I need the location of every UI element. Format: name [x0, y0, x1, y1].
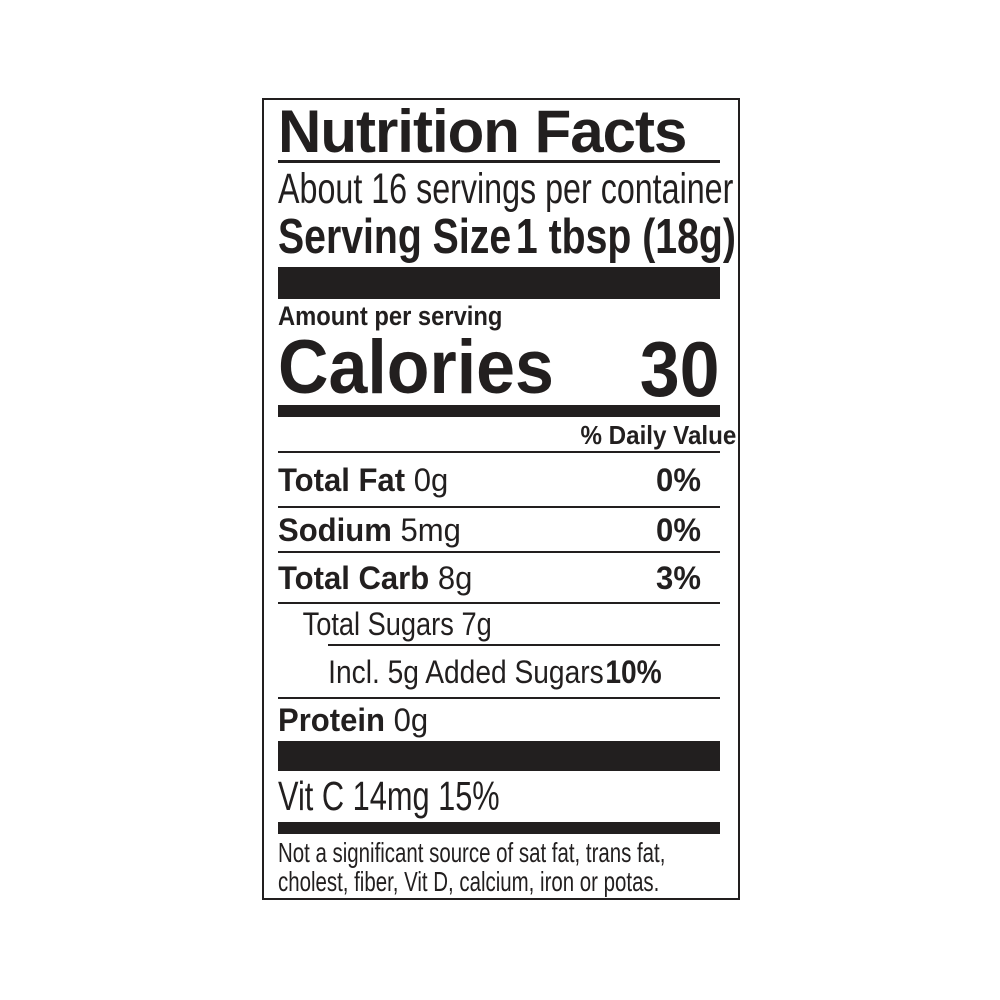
amount-per-serving-label: Amount per serving [278, 301, 503, 331]
nutrient-name: Incl. 5g Added Sugars [328, 653, 604, 690]
separator-bar-medium-footnote [278, 822, 720, 834]
separator-bar-medium-calories [278, 405, 720, 417]
footnote-line-1: Not a significant source of sat fat, tra… [278, 837, 666, 868]
nutrient-name-amount: Total Carb 8g [278, 559, 473, 596]
nutrient-row-protein: Protein 0g [278, 697, 720, 741]
calories-row: Calories 30 [278, 325, 720, 413]
nutrient-daily-value: 3% [656, 559, 701, 596]
nutrient-daily-value: 0% [656, 511, 701, 548]
nutrient-name-amount: Total Fat 0g [278, 461, 449, 498]
nutrient-row-added-sugars: Incl. 5g Added Sugars 10% [278, 646, 720, 697]
footnote: Not a significant source of sat fat, tra… [278, 838, 720, 896]
separator-bar-thick-bottom [278, 741, 720, 771]
footnote-line-2: cholest, fiber, Vit D, calcium, iron or … [278, 866, 660, 897]
nutrient-name-amount: Total Sugars 7g [302, 606, 492, 642]
nutrient-daily-value: 10% [605, 653, 662, 690]
added-sugars-rule [328, 644, 720, 646]
nutrient-name-amount: Protein 0g [278, 702, 429, 738]
serving-size-row: Serving Size1 tbsp (18g) [278, 210, 736, 264]
nutrient-row-sodium: Sodium 5mg 0% [278, 506, 720, 551]
nutrient-row-total-fat: Total Fat 0g 0% [278, 451, 720, 506]
nutrient-name-amount: Sodium 5mg [278, 511, 461, 548]
vitamin-c-line: Vit C 14mg 15% [278, 773, 500, 819]
calories-label: Calories [278, 325, 554, 410]
daily-value-header: % Daily Value [580, 420, 737, 450]
calories-value: 30 [639, 325, 720, 413]
title-rule [278, 160, 720, 163]
nutrition-label: Nutrition Facts About 16 servings per co… [262, 98, 740, 900]
serving-size-value: 1 tbsp (18g) [515, 210, 736, 264]
label-title: Nutrition Facts [278, 98, 687, 165]
nutrient-daily-value: 0% [656, 461, 701, 498]
nutrient-row-total-sugars: Total Sugars 7g [278, 602, 720, 644]
separator-bar-thick-top [278, 267, 720, 299]
serving-size-label: Serving Size [278, 210, 512, 264]
nutrient-row-total-carb: Total Carb 8g 3% [278, 551, 720, 602]
servings-per-container: About 16 servings per container [278, 165, 734, 213]
